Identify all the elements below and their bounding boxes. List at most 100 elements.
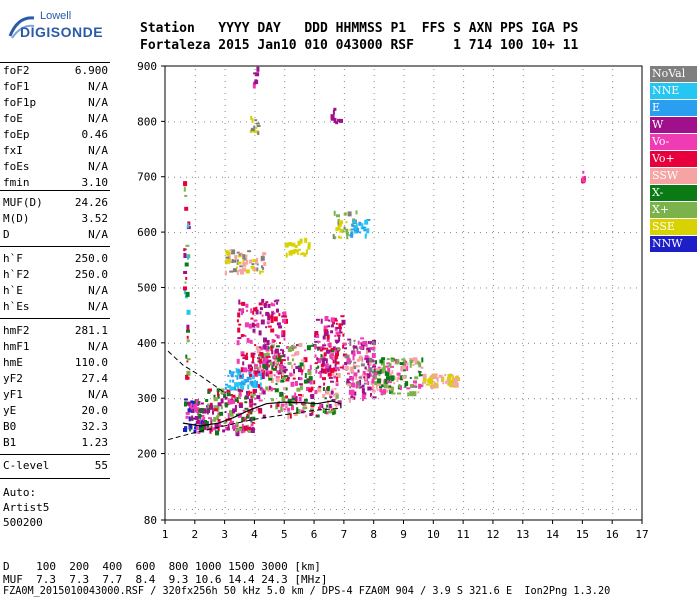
echo-point <box>250 308 253 314</box>
grid-dot <box>360 453 361 455</box>
grid-dot <box>254 189 256 190</box>
grid-dot <box>204 398 205 400</box>
echo-point <box>332 412 335 416</box>
echo-point <box>399 362 404 366</box>
echo-point <box>231 399 236 404</box>
grid-dot <box>403 411 405 412</box>
echo-point <box>333 118 337 123</box>
grid-dot <box>492 147 494 148</box>
grid-dot <box>492 417 494 418</box>
grid-dot <box>510 232 511 234</box>
grid-dot <box>270 121 271 123</box>
grid-dot <box>606 232 607 234</box>
logo-text-digisonde: DIGISONDE <box>20 24 104 40</box>
echo-point <box>278 325 283 329</box>
grid-dot <box>224 111 226 112</box>
grid-dot <box>354 287 355 289</box>
echo-point <box>323 352 327 357</box>
grid-dot <box>474 342 475 344</box>
echo-point <box>230 420 234 425</box>
grid-dot <box>582 243 584 244</box>
grid-dot <box>168 453 169 455</box>
grid-dot <box>576 398 577 400</box>
param-value: 0.46 <box>81 128 109 141</box>
grid-dot <box>403 267 405 268</box>
grid-dot <box>624 287 625 289</box>
grid-dot <box>306 287 307 289</box>
grid-dot <box>348 342 349 344</box>
grid-dot <box>216 342 217 344</box>
grid-dot <box>373 267 375 268</box>
grid-dot <box>343 471 345 472</box>
echo-point <box>368 364 371 369</box>
grid-dot <box>343 435 345 436</box>
grid-dot <box>282 453 283 455</box>
grid-dot <box>246 232 247 234</box>
grid-dot <box>284 249 286 250</box>
grid-dot <box>224 495 226 496</box>
echo-point <box>333 375 337 379</box>
grid-dot <box>570 508 571 510</box>
grid-dot <box>582 501 584 502</box>
grid-dot <box>194 129 196 130</box>
grid-dot <box>450 398 451 400</box>
echo-point <box>254 385 259 388</box>
grid-dot <box>612 507 614 508</box>
echo-point <box>450 380 454 383</box>
grid-dot <box>612 231 614 232</box>
param-row-he: h`E N/A <box>3 284 108 298</box>
echo-point <box>225 259 228 265</box>
echo-point <box>388 381 392 384</box>
grid-dot <box>343 183 345 184</box>
grid-dot <box>284 507 286 508</box>
grid-dot <box>403 489 405 490</box>
grid-dot <box>282 232 283 234</box>
grid-dot <box>582 435 584 436</box>
grid-dot <box>314 399 316 400</box>
grid-dot <box>198 232 199 234</box>
grid-dot <box>463 375 465 376</box>
echo-point <box>334 363 337 369</box>
grid-dot <box>636 453 637 455</box>
echo-point <box>185 411 190 415</box>
grid-dot <box>582 369 584 370</box>
grid-dot <box>342 398 343 400</box>
grid-dot <box>522 423 524 424</box>
echo-point <box>287 399 292 404</box>
grid-dot <box>194 87 196 88</box>
echo-point <box>217 402 222 407</box>
echo-point <box>250 395 253 398</box>
echo-point <box>342 333 345 337</box>
echo-point <box>303 398 308 402</box>
grid-dot <box>258 176 259 178</box>
grid-dot <box>582 471 584 472</box>
echo-point <box>231 259 234 263</box>
grid-dot <box>463 219 465 220</box>
grid-dot <box>463 435 465 436</box>
grid-dot <box>330 232 331 234</box>
echo-point <box>284 387 288 391</box>
echo-point <box>240 310 243 316</box>
echo-point <box>329 354 333 358</box>
grid-dot <box>612 123 614 124</box>
echo-point <box>309 364 312 370</box>
grid-dot <box>522 129 524 130</box>
grid-dot <box>552 441 554 442</box>
echo-point <box>392 392 396 395</box>
grid-dot <box>558 453 559 455</box>
echo-point <box>237 428 242 431</box>
grid-dot <box>314 501 316 502</box>
grid-dot <box>314 471 316 472</box>
grid-dot <box>240 342 241 344</box>
grid-dot <box>606 398 607 400</box>
grid-dot <box>463 399 465 400</box>
grid-dot <box>312 508 313 510</box>
echo-point <box>195 399 199 405</box>
grid-dot <box>612 165 614 166</box>
grid-dot <box>254 99 256 100</box>
echo-point <box>247 429 251 433</box>
grid-dot <box>492 201 494 202</box>
echo-point <box>372 396 377 399</box>
echo-point <box>326 334 330 340</box>
echo-point <box>382 365 386 371</box>
